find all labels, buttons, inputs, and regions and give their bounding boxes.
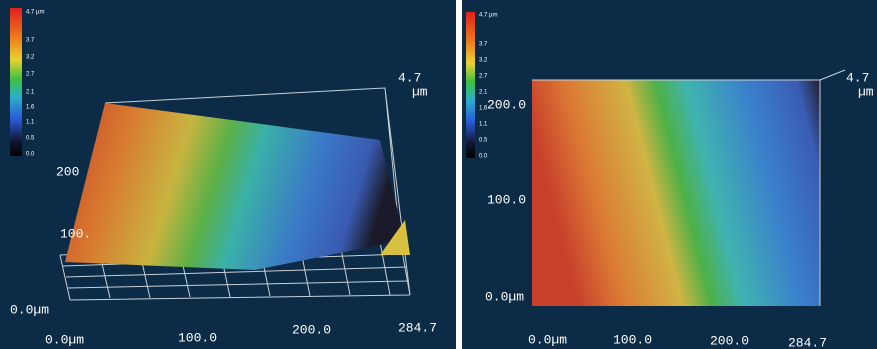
colorbar-label: 0.0 [26,152,35,158]
axis-label: 284.7 [398,320,437,335]
surface-3d [65,103,405,270]
colorbar-label: 1.6 [479,106,488,112]
colorbar-label: 0.5 [479,138,488,144]
colorbar [466,12,475,158]
colorbar-label: 3.2 [26,55,35,61]
colorbar-label: 3.2 [479,58,488,64]
axis-label: µm [858,84,874,99]
colorbar-label: 3.7 [479,42,488,48]
colorbar-label: 4.7 µm [26,10,44,16]
colorbar-label: 1.1 [26,120,35,126]
colorbar-label: 0.5 [26,136,35,142]
frame-lines [532,69,846,306]
axis-label: 100.0 [178,330,217,345]
colorbar [10,8,22,156]
colorbar-label: 1.1 [479,122,488,128]
surface-top-view [532,80,820,306]
surface-edge [380,220,410,255]
axis-label: 4.7 [846,70,869,85]
axis-label: 200 [56,164,79,179]
colorbar-label: 3.7 [26,38,35,44]
colorbar-label: 0.0 [479,154,488,160]
axis-label: 0.0µm [10,302,49,317]
axis-label: 284.7 [788,335,827,349]
axis-label: 0.0µm [485,289,524,304]
colorbar-label: 1.6 [26,105,35,111]
axis-label: 100.0 [487,192,526,207]
colorbar-label: 2.7 [26,72,35,78]
colorbar-label: 2.1 [479,90,488,96]
colorbar-label: 2.7 [479,74,488,80]
axis-label: 200.0 [710,333,749,348]
axis-label: 4.7 [398,70,421,85]
axis-label: 100. [60,226,91,241]
axis-label: 200.0 [487,97,526,112]
axis-label: µm [412,84,428,99]
axis-label: 100.0 [613,332,652,347]
axis-label: 0.0µm [45,332,84,347]
colorbar-label: 2.1 [26,90,35,96]
axis-label: 200.0 [292,322,331,337]
colorbar-label: 4.7 µm [479,13,497,19]
axis-label: 0.0µm [528,332,567,347]
